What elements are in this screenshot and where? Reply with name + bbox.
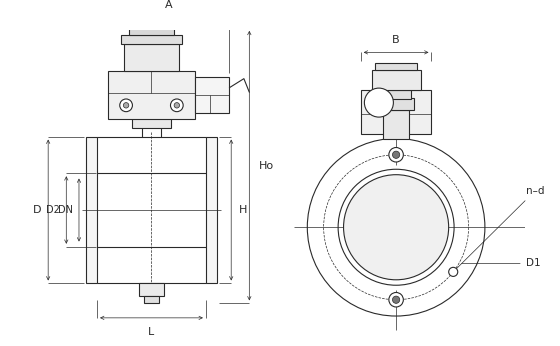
Text: D: D bbox=[32, 205, 41, 215]
Bar bbox=[139, 283, 164, 296]
Bar bbox=[361, 90, 431, 134]
Text: D2: D2 bbox=[46, 205, 60, 215]
Bar bbox=[129, 28, 174, 35]
Bar bbox=[108, 71, 195, 119]
Text: n–d: n–d bbox=[455, 186, 544, 270]
Circle shape bbox=[393, 296, 400, 303]
Circle shape bbox=[174, 103, 180, 108]
Bar bbox=[133, 82, 170, 93]
Circle shape bbox=[120, 99, 132, 112]
Circle shape bbox=[307, 138, 485, 316]
Circle shape bbox=[343, 175, 449, 280]
Circle shape bbox=[393, 151, 400, 158]
Circle shape bbox=[123, 103, 129, 108]
Text: H: H bbox=[239, 205, 248, 215]
Bar bbox=[372, 71, 421, 90]
Text: L: L bbox=[148, 327, 155, 337]
Bar bbox=[375, 63, 417, 71]
Text: B: B bbox=[393, 35, 400, 45]
Bar bbox=[206, 137, 217, 283]
Bar bbox=[137, 93, 166, 104]
Bar bbox=[132, 113, 171, 128]
Bar bbox=[378, 98, 414, 110]
Text: Ho: Ho bbox=[258, 161, 273, 171]
Text: DN: DN bbox=[58, 205, 73, 215]
Bar bbox=[144, 296, 158, 303]
Bar bbox=[195, 77, 230, 113]
Bar bbox=[381, 90, 410, 100]
Circle shape bbox=[389, 292, 403, 307]
Bar bbox=[120, 35, 182, 44]
Circle shape bbox=[389, 147, 403, 162]
Bar bbox=[86, 137, 97, 283]
Circle shape bbox=[449, 267, 458, 276]
Bar bbox=[384, 110, 409, 139]
Circle shape bbox=[170, 99, 183, 112]
Text: D1: D1 bbox=[461, 258, 540, 268]
Circle shape bbox=[338, 169, 454, 285]
Text: A: A bbox=[165, 0, 172, 10]
Bar bbox=[124, 44, 179, 71]
Circle shape bbox=[365, 88, 393, 117]
